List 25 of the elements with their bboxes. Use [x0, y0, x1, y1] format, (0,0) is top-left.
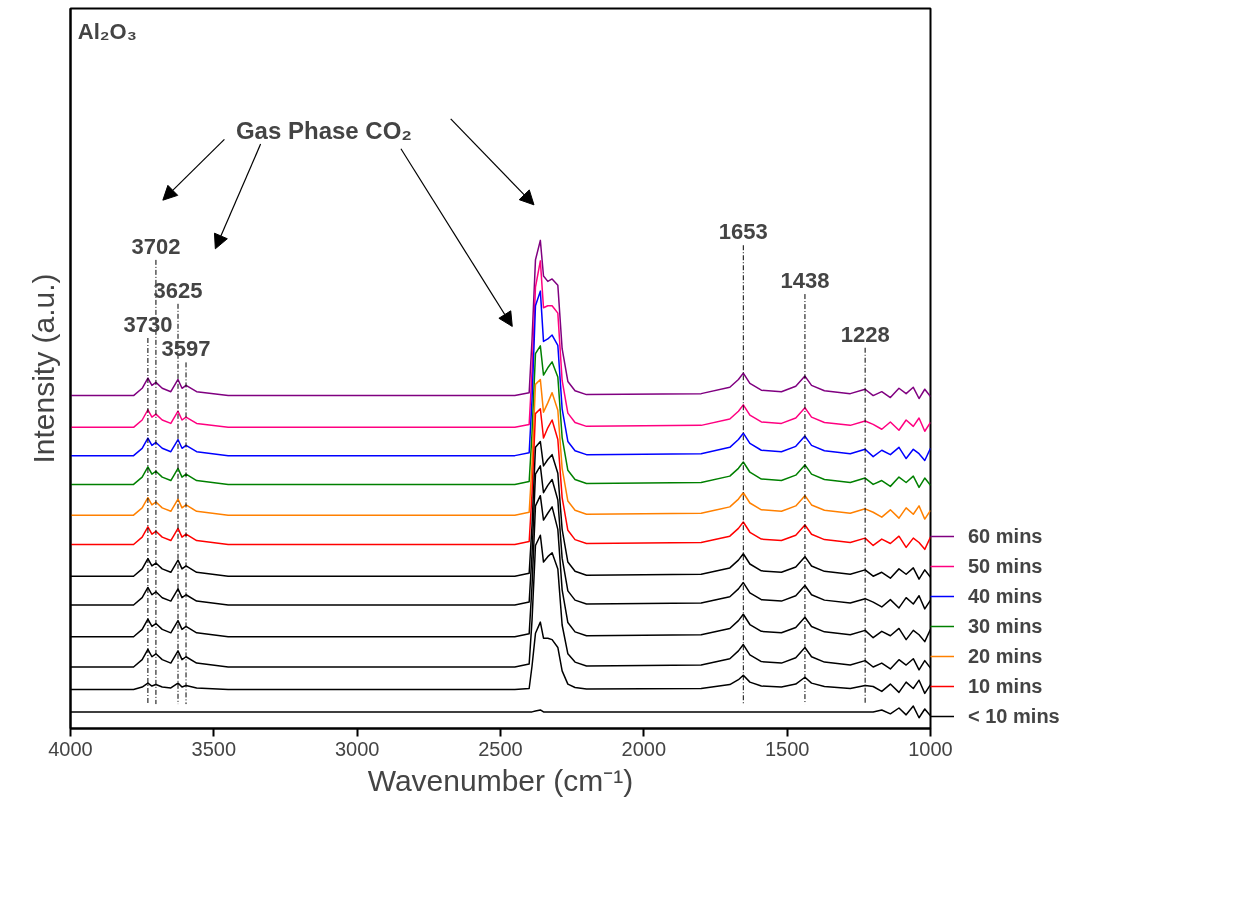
x-tick-label: 3500 — [191, 737, 237, 760]
x-tick-label: 2500 — [478, 737, 523, 760]
x-axis-title: Wavenumber (cm⁻¹) — [367, 763, 634, 797]
legend-label: 20 mins — [968, 644, 1043, 668]
text: Gas Phase CO₂ — [235, 116, 413, 144]
ref-line-label: 3625 — [153, 277, 203, 303]
x-tick-label: 3000 — [334, 737, 380, 760]
x-tick-label: 1000 — [908, 737, 953, 760]
ref-line-label: 1653 — [718, 219, 768, 245]
ref-line-label: 3702 — [131, 233, 181, 259]
legend-label: 60 mins — [968, 524, 1043, 548]
ref-line-label: 3730 — [123, 311, 173, 337]
legend-label: 40 mins — [968, 584, 1043, 608]
legend-label: 50 mins — [968, 554, 1043, 578]
ref-line-label: 3597 — [161, 336, 211, 362]
x-tick-label: 2000 — [621, 737, 667, 760]
x-tick-label: 1500 — [764, 737, 810, 760]
ref-line-label: 1228 — [840, 321, 890, 347]
x-tick-label: 4000 — [48, 737, 93, 760]
chart-title: Al₂O₃ — [77, 19, 137, 45]
y-axis-title: Intensity (a.u.) — [26, 273, 60, 464]
legend-label: 30 mins — [968, 614, 1043, 638]
ref-line-label: 1438 — [780, 268, 830, 294]
legend-label: 10 mins — [968, 674, 1043, 698]
legend-label: < 10 mins — [968, 704, 1060, 728]
